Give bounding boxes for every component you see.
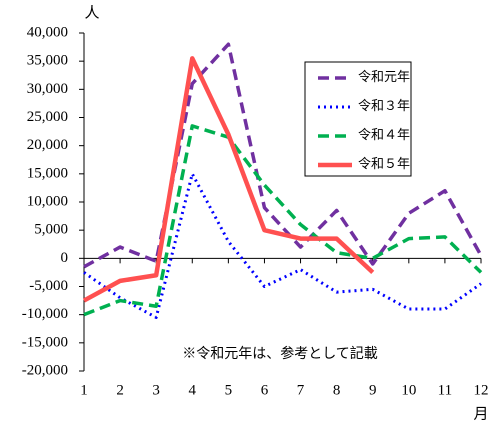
y-unit: 人: [84, 4, 99, 21]
y-tick-label: 25,000: [27, 109, 68, 125]
y-tick-label: 0: [61, 250, 69, 266]
legend-label: 令和３年: [358, 98, 410, 113]
series-line: [83, 172, 482, 319]
x-tick-label: 3: [152, 382, 160, 398]
legend-label: 令和元年: [358, 69, 410, 84]
x-tick-label: 4: [189, 382, 197, 398]
series-line: [82, 56, 375, 303]
annotation: ※令和元年は、参考として記載: [182, 345, 378, 362]
legend-label: 令和４年: [358, 127, 410, 142]
x-tick-label: 8: [333, 382, 341, 398]
x-tick-label: 1: [80, 382, 88, 398]
x-tick-label: 6: [261, 382, 269, 398]
x-tick-label: 2: [116, 382, 124, 398]
y-tick-label: 20,000: [27, 137, 68, 153]
legend-box: [304, 61, 412, 177]
x-tick-label: 9: [369, 382, 377, 398]
y-tick-label: -15,000: [22, 334, 68, 350]
y-tick-label: 15,000: [27, 165, 68, 181]
y-tick-label: -5,000: [29, 278, 68, 294]
x-tick-label: 10: [401, 382, 416, 398]
y-tick-label: 40,000: [27, 24, 68, 40]
x-tick-label: 11: [438, 382, 452, 398]
series-line: [83, 124, 483, 317]
legend-label: 令和５年: [358, 156, 410, 171]
y-tick-label: 30,000: [27, 81, 68, 97]
y-tick-label: -20,000: [22, 362, 68, 378]
x-tick-label: 7: [297, 382, 305, 398]
x-unit: 月: [473, 406, 488, 422]
y-tick-label: -10,000: [22, 306, 68, 322]
y-tick-label: 10,000: [27, 193, 68, 209]
series-line: [83, 42, 483, 269]
y-tick-label: 35,000: [27, 53, 68, 69]
y-tick-label: 5,000: [34, 222, 68, 238]
x-tick-label: 12: [474, 382, 489, 398]
x-tick-label: 5: [225, 382, 233, 398]
